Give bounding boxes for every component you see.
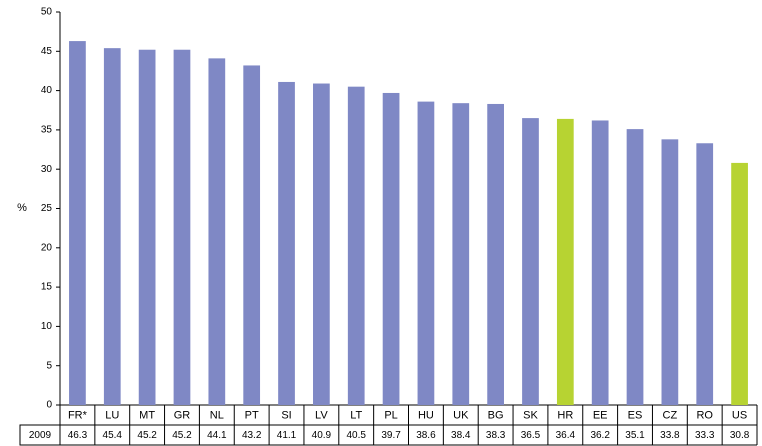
x-tick-label: PT [245,409,259,421]
y-axis-label: % [17,202,27,214]
table-value: 36.4 [556,430,576,441]
y-tick-label: 0 [46,400,52,411]
x-tick-label: EE [593,409,608,421]
y-tick-label: 15 [41,282,53,293]
bar [103,48,121,405]
table-value: 45.2 [137,430,157,441]
bar [522,118,539,406]
x-tick-label: RO [696,409,713,421]
bar [452,103,470,406]
table-value: 30.8 [730,430,750,441]
table-value: 38.4 [451,430,471,441]
bar [208,58,226,406]
bar [626,129,644,405]
table-value: 44.1 [207,430,227,441]
table-value: 38.3 [486,430,506,441]
bar [347,86,365,406]
x-tick-label: MT [139,409,155,421]
x-tick-label: US [732,409,747,421]
bar [382,92,400,405]
bar [243,65,261,405]
x-tick-label: BG [488,409,504,421]
table-value: 36.2 [590,430,610,441]
bar [173,49,191,406]
bar [69,41,86,405]
x-tick-label: SI [281,409,291,421]
y-tick-label: 45 [41,46,53,57]
table-value: 40.5 [346,430,366,441]
table-value: 40.9 [312,430,332,441]
x-tick-label: LV [315,409,328,421]
table-value: 33.3 [695,430,715,441]
bar [696,143,714,405]
x-tick-label: LT [350,409,362,421]
bar [487,103,504,405]
x-tick-label: HR [557,409,573,421]
x-tick-label: ES [628,409,643,421]
bar [138,49,156,406]
x-tick-label: SK [523,409,538,421]
x-tick-label: GR [174,409,191,421]
table-value: 39.7 [381,430,401,441]
table-value: 38.6 [416,430,436,441]
y-tick-label: 35 [41,125,53,136]
y-tick-label: 25 [41,203,53,214]
y-tick-label: 5 [46,360,52,371]
x-tick-label: PL [384,409,397,421]
table-value: 36.5 [521,430,541,441]
x-tick-label: NL [210,409,224,421]
table-row-label: 2009 [29,430,52,441]
table-value: 45.2 [172,430,192,441]
bar [556,118,574,406]
y-tick-label: 20 [41,242,53,253]
bar [731,162,748,405]
table-value: 35.1 [625,430,645,441]
bar [313,83,330,405]
x-tick-label: FR* [68,409,88,421]
x-tick-label: CZ [663,409,678,421]
bar [417,101,435,405]
y-tick-label: 10 [41,321,53,332]
x-tick-label: HU [418,409,434,421]
y-tick-label: 40 [41,85,53,96]
table-value: 33.8 [660,430,680,441]
table-value: 46.3 [68,430,88,441]
bar [661,139,679,405]
bar [278,81,295,405]
table-value: 43.2 [242,430,262,441]
table-value: 45.4 [103,430,123,441]
table-value: 41.1 [277,430,297,441]
y-tick-label: 30 [41,164,53,175]
bar [591,120,609,405]
x-tick-label: UK [453,409,469,421]
y-tick-label: 50 [41,7,53,18]
x-tick-label: LU [105,409,119,421]
